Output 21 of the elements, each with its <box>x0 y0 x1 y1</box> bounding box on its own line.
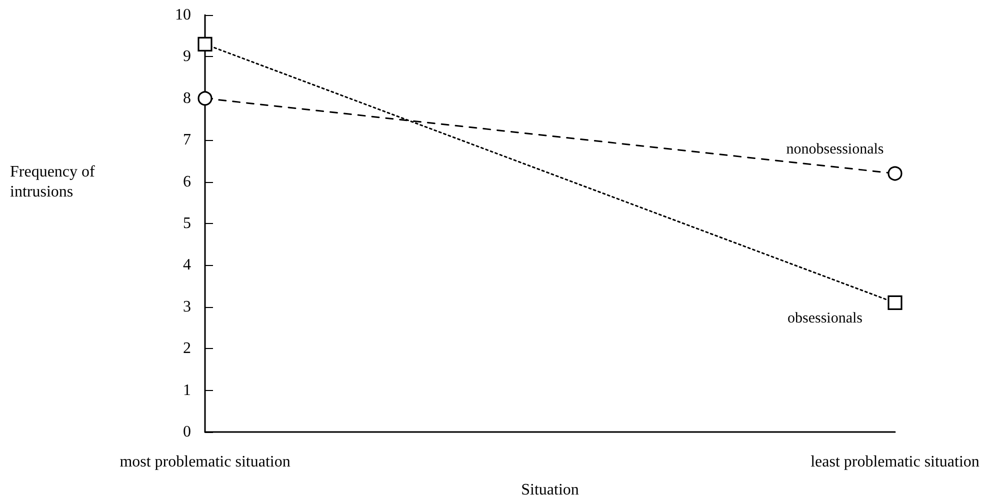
y-tick-label: 4 <box>183 256 191 274</box>
y-tick-label: 3 <box>183 298 191 316</box>
x-axis-title: Situation <box>521 482 579 498</box>
y-axis-title: Frequency of intrusions <box>10 164 99 200</box>
y-tick-label: 9 <box>183 48 191 66</box>
y-tick-label: 2 <box>183 340 191 358</box>
point <box>198 36 212 52</box>
point <box>198 91 212 106</box>
y-tick-label: 6 <box>183 173 191 190</box>
y-tick-label: 7 <box>183 132 191 149</box>
y-tick-label: 0 <box>183 424 191 440</box>
y-tick-label: 5 <box>183 215 191 232</box>
point <box>888 166 902 181</box>
series-label: obsessionals <box>788 310 863 327</box>
y-tick-label: 1 <box>183 382 191 399</box>
series-label: nonobsessionals <box>786 142 884 158</box>
x-tick-label: most problematic situation <box>120 454 290 470</box>
point <box>888 295 902 310</box>
y-tick-label: 8 <box>183 90 191 107</box>
x-tick-label: least problematic situation <box>810 454 980 470</box>
y-tick-label: 10 <box>175 6 191 24</box>
